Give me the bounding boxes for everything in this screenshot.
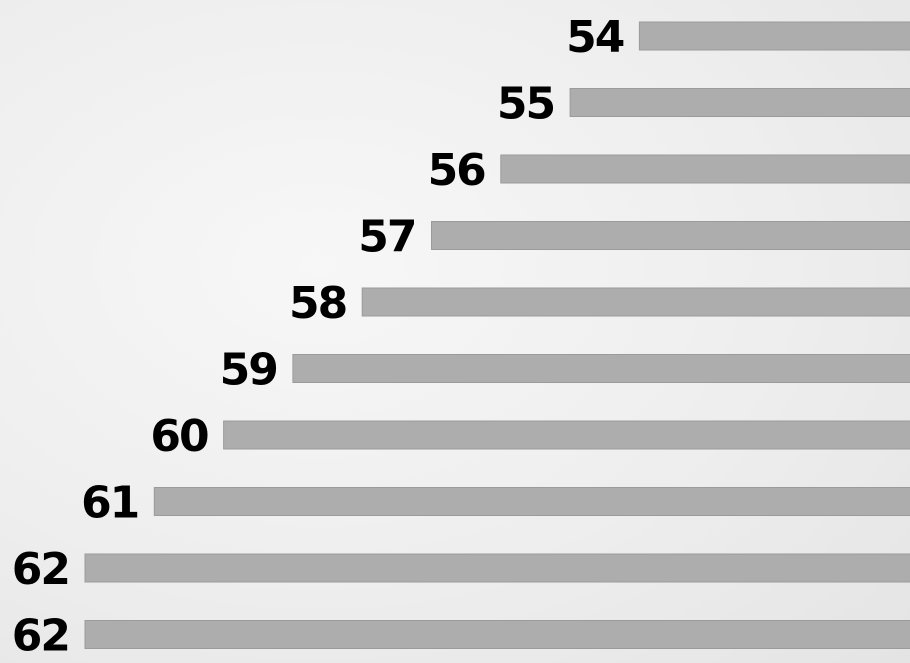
bar-8: [153, 487, 910, 516]
bar-5: [361, 287, 910, 317]
value-label-5: 58: [289, 278, 346, 329]
value-label-1: 54: [566, 12, 624, 63]
bar-10: [84, 620, 910, 649]
bar-9: [84, 553, 910, 583]
value-label-6: 59: [220, 345, 277, 396]
value-label-9: 62: [12, 544, 69, 595]
value-label-7: 60: [150, 411, 208, 462]
bar-2: [569, 88, 910, 117]
value-label-3: 56: [428, 145, 486, 196]
bar-3: [500, 154, 910, 184]
bar-1: [638, 21, 910, 51]
bar-7: [223, 420, 910, 450]
bar-6: [292, 354, 910, 383]
value-label-4: 57: [358, 212, 415, 263]
value-label-10: 62: [12, 611, 69, 662]
value-label-2: 55: [497, 79, 554, 130]
value-label-8: 61: [81, 478, 138, 529]
bar-4: [431, 221, 910, 250]
